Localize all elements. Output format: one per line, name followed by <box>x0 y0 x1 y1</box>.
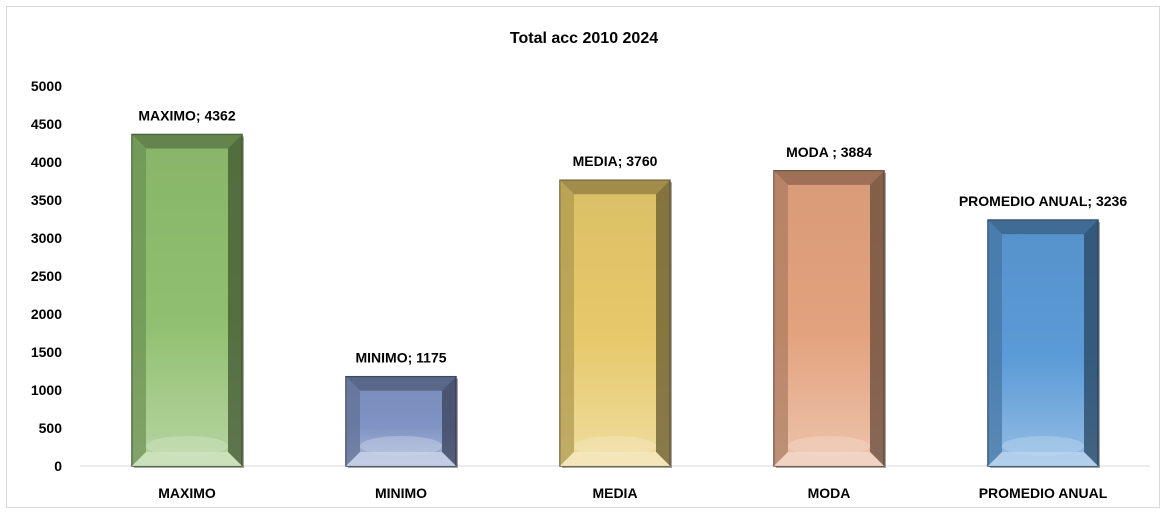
bar-glow <box>146 436 228 456</box>
axis-layer: 0 500 1000 1500 2000 2500 3000 3500 4000 4500 5000 <box>31 78 1150 474</box>
bar-bevel-left <box>560 180 574 467</box>
bar-bevel-right <box>870 170 884 467</box>
bar <box>131 133 244 468</box>
data-label: MAXIMO; 4362 <box>138 107 235 123</box>
bar-bevel-bottom <box>774 452 884 466</box>
bar-glow <box>1002 436 1084 456</box>
bar-face <box>131 133 243 467</box>
bar <box>987 219 1100 468</box>
y-tick-label: 2500 <box>31 268 62 284</box>
category-label: MAXIMO <box>158 485 216 501</box>
bar <box>559 179 672 469</box>
y-tick-label: 2000 <box>31 306 62 322</box>
bar-bevel-bottom <box>346 452 456 466</box>
y-tick-label: 5000 <box>31 78 62 94</box>
data-label: MODA ; 3884 <box>786 144 872 160</box>
bar-face <box>773 170 885 467</box>
chart-title: Total acc 2010 2024 <box>509 30 659 47</box>
bar-glow <box>574 436 656 456</box>
bars-layer <box>131 133 1100 469</box>
labels-layer: MAXIMO; 4362 MAXIMO MINIMO; 1175 MINIMO MEDI… <box>138 107 1127 501</box>
bar-bevel-left <box>132 134 146 466</box>
data-label: PROMEDIO ANUAL; 3236 <box>959 193 1128 209</box>
bar-bevel-right <box>1084 220 1098 466</box>
bar-face <box>559 179 671 467</box>
bar-bevel-top <box>774 170 884 185</box>
bar-bevel-right <box>228 134 242 466</box>
bar-face <box>987 219 1099 467</box>
bar-glow <box>788 436 870 456</box>
category-label: MEDIA <box>592 485 637 501</box>
y-tick-label: 500 <box>39 420 63 436</box>
bar <box>773 170 886 469</box>
bar-bevel-top <box>132 134 242 149</box>
bar-glow <box>360 436 442 456</box>
bar-bevel-bottom <box>988 452 1098 466</box>
bar-bevel-bottom <box>132 452 242 466</box>
bar-bevel-right <box>656 180 670 467</box>
y-tick-label: 4000 <box>31 154 62 170</box>
y-tick-label: 4500 <box>31 116 62 132</box>
data-label: MINIMO; 1175 <box>355 350 446 366</box>
category-label: PROMEDIO ANUAL <box>979 485 1108 501</box>
category-label: MODA <box>808 485 851 501</box>
bar-bevel-right <box>442 376 456 466</box>
bar-bevel-top <box>560 180 670 195</box>
category-label: MINIMO <box>375 485 427 501</box>
bar-bevel-top <box>988 220 1098 235</box>
y-tick-label: 3000 <box>31 230 62 246</box>
bar-bevel-left <box>774 170 788 467</box>
data-label: MEDIA; 3760 <box>573 153 658 169</box>
bar-bevel-top <box>346 376 456 391</box>
y-tick-label: 3500 <box>31 192 62 208</box>
y-tick-label: 1500 <box>31 344 62 360</box>
bar <box>345 375 458 468</box>
y-tick-label: 1000 <box>31 382 62 398</box>
bar-bevel-left <box>346 376 360 466</box>
bar-bevel-left <box>988 220 1002 466</box>
bar-bevel-bottom <box>560 452 670 466</box>
y-tick-label: 0 <box>54 458 62 474</box>
